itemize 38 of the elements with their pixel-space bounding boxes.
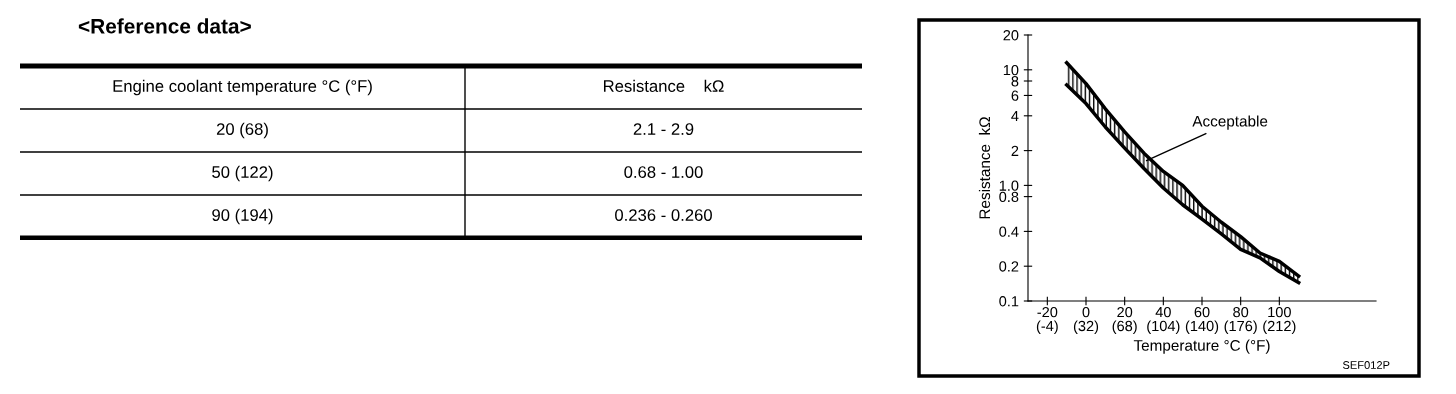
x-tick-label: 0 — [1082, 306, 1090, 318]
y-tick-label: 8 — [1011, 76, 1019, 87]
text: 0.68 - 1.00 — [624, 166, 703, 178]
text: <Reference data> — [78, 18, 251, 34]
x-tick-label: -20 — [1037, 306, 1058, 318]
text: 90 (194) — [212, 208, 273, 225]
y-tick-label: 0.8 — [999, 191, 1019, 203]
x2-tick-label: (-4) — [1036, 320, 1058, 335]
x-tick-label: 20 — [1117, 306, 1133, 318]
x2-tick-label: (104) — [1147, 320, 1180, 335]
x-tick-label: 40 — [1155, 306, 1171, 318]
x-tick-label: 80 — [1233, 306, 1249, 318]
x2-tick-label: (68) — [1112, 320, 1137, 335]
text: 50 (122) — [212, 165, 273, 182]
y-axis-title: Resistance kΩ — [978, 117, 991, 219]
y-tick-label: 20 — [1003, 30, 1019, 41]
x-tick-label: 60 — [1194, 306, 1210, 318]
y-tick-label: 1.0 — [999, 180, 1019, 191]
text: Resistance kΩ — [603, 79, 724, 92]
x2-tick-label: (140) — [1185, 320, 1219, 335]
text: 0.236 - 0.260 — [615, 209, 712, 221]
text: SEF012P — [1342, 361, 1390, 369]
y-tick-label: 0.2 — [999, 261, 1019, 272]
text: 2.1 - 2.9 — [633, 123, 694, 135]
y-tick-label: 0.4 — [999, 226, 1019, 237]
y-tick-label: 0.1 — [999, 296, 1019, 307]
y-tick-label: 4 — [1011, 111, 1019, 122]
x-tick-label: 100 — [1268, 306, 1291, 318]
x2-tick-label: (32) — [1073, 320, 1099, 335]
x-axis-title: Temperature °C (°F) — [1133, 339, 1270, 354]
y-tick-label: 2 — [1011, 145, 1019, 156]
annotation: Acceptable — [1192, 115, 1268, 130]
x2-tick-label: (176) — [1224, 320, 1257, 335]
x2-tick-label: (212) — [1263, 320, 1296, 335]
text: 20 (68) — [216, 122, 268, 139]
y-tick-label: 10 — [1003, 64, 1019, 76]
y-tick-label: 6 — [1011, 90, 1019, 101]
text: Engine coolant temperature °C (°F) — [113, 79, 372, 96]
